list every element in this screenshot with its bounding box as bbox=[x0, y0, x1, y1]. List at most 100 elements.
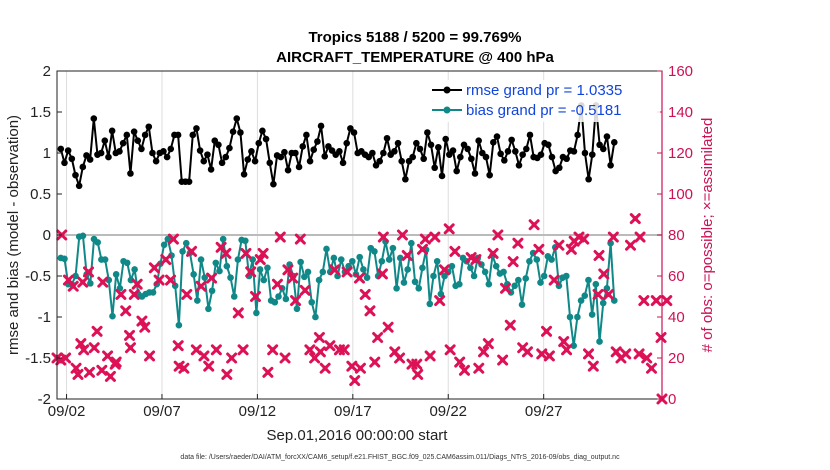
obs-assimilated-point bbox=[661, 295, 673, 307]
obs-possible-point bbox=[578, 233, 590, 245]
obs-assimilated-point bbox=[60, 352, 72, 364]
rmse-point bbox=[607, 162, 614, 169]
left-tick-label: -1.5 bbox=[25, 350, 51, 367]
bias-point bbox=[319, 268, 327, 276]
obs-assimilated-point bbox=[359, 288, 371, 300]
obs-assimilated-point bbox=[646, 362, 658, 374]
bias-point bbox=[260, 276, 268, 284]
rmse-point bbox=[457, 153, 464, 161]
bias-point bbox=[301, 273, 308, 281]
bias-point bbox=[522, 275, 530, 282]
obs-possible-point bbox=[232, 307, 244, 319]
bias-point bbox=[385, 256, 393, 263]
obs-assimilated-point bbox=[382, 321, 394, 333]
rmse-point bbox=[336, 148, 343, 155]
rmse-point bbox=[574, 131, 581, 139]
bias-point bbox=[548, 256, 555, 263]
rmse-point bbox=[523, 145, 530, 153]
rmse-point bbox=[68, 155, 76, 163]
bias-point bbox=[588, 311, 596, 318]
rmse-point bbox=[545, 141, 552, 149]
rmse-point bbox=[145, 123, 153, 131]
rmse-point bbox=[207, 166, 215, 173]
rmse-point bbox=[515, 162, 523, 169]
rmse-point bbox=[610, 139, 618, 146]
bias-point bbox=[378, 257, 386, 265]
legend-bias-label: bias grand pr = -0.5181 bbox=[466, 102, 622, 119]
obs-assimilated-point bbox=[220, 247, 232, 259]
rmse-point bbox=[350, 129, 358, 136]
obs-count-series bbox=[51, 213, 673, 405]
bias-point bbox=[526, 257, 533, 265]
obs-assimilated-point bbox=[338, 344, 350, 356]
x-tick-label: 09/27 bbox=[525, 403, 563, 420]
obs-assimilated-point bbox=[294, 233, 306, 245]
legend-rmse-marker bbox=[443, 86, 451, 94]
rmse-point bbox=[57, 145, 65, 153]
obs-assimilated-point bbox=[346, 360, 358, 372]
rmse-point bbox=[200, 157, 208, 165]
obs-assimilated-point bbox=[497, 354, 509, 366]
obs-assimilated-point bbox=[329, 264, 341, 276]
rmse-point bbox=[585, 175, 592, 183]
rmse-point bbox=[570, 148, 578, 155]
bias-point bbox=[175, 321, 183, 329]
bias-point bbox=[190, 271, 197, 278]
bias-point bbox=[194, 297, 201, 304]
bias-point bbox=[481, 268, 489, 276]
rmse-point bbox=[255, 139, 263, 147]
obs-assimilated-point bbox=[598, 268, 610, 280]
rmse-point bbox=[204, 151, 211, 158]
obs-assimilated-point bbox=[287, 272, 299, 284]
rmse-point bbox=[512, 148, 519, 155]
obs-assimilated-point bbox=[102, 350, 114, 362]
bias-point bbox=[408, 239, 415, 247]
bias-point bbox=[426, 300, 434, 308]
obs-possible-point bbox=[641, 352, 653, 364]
rmse-point bbox=[292, 149, 299, 157]
obs-assimilated-point bbox=[254, 254, 266, 266]
rmse-point bbox=[501, 157, 508, 164]
rmse-point bbox=[475, 137, 482, 144]
rmse-point bbox=[504, 148, 512, 155]
rmse-point bbox=[266, 159, 274, 167]
rmse-point bbox=[380, 149, 387, 157]
rmse-point bbox=[321, 152, 329, 160]
rmse-point bbox=[394, 139, 402, 147]
bias-point bbox=[456, 280, 463, 288]
rmse-point bbox=[196, 147, 204, 154]
rmse-series bbox=[57, 102, 618, 190]
obs-assimilated-point bbox=[237, 344, 249, 356]
rmse-point bbox=[420, 155, 427, 163]
obs-possible-point bbox=[553, 239, 565, 251]
obs-assimilated-point bbox=[394, 352, 406, 364]
obs-assimilated-point bbox=[165, 274, 177, 286]
bias-point bbox=[577, 297, 585, 304]
right-tick-label: 140 bbox=[668, 104, 693, 121]
rmse-point bbox=[310, 146, 318, 154]
bias-point bbox=[223, 262, 231, 270]
obs-assimilated-point bbox=[128, 288, 140, 300]
obs-possible-point bbox=[650, 295, 662, 307]
obs-possible-point bbox=[257, 247, 269, 259]
bias-point bbox=[448, 262, 456, 270]
bias-point bbox=[197, 256, 205, 263]
bias-point bbox=[149, 289, 157, 296]
obs-possible-point bbox=[290, 295, 302, 307]
obs-assimilated-point bbox=[401, 250, 413, 261]
bias-point bbox=[164, 235, 172, 243]
obs-assimilated-point bbox=[77, 276, 89, 288]
left-tick-label: -2 bbox=[38, 391, 51, 408]
bias-point bbox=[308, 298, 316, 306]
obs-assimilated-point bbox=[449, 245, 461, 257]
x-tick-label: 09/02 bbox=[48, 403, 86, 420]
left-tick-label: -1 bbox=[38, 309, 51, 326]
obs-assimilated-point bbox=[186, 245, 198, 257]
rmse-point bbox=[339, 159, 347, 167]
obs-assimilated-point bbox=[583, 348, 595, 360]
bias-point bbox=[330, 254, 338, 262]
rmse-point bbox=[281, 148, 288, 156]
bias-point bbox=[492, 262, 500, 270]
obs-possible-point bbox=[507, 256, 519, 268]
obs-possible-point bbox=[181, 288, 193, 300]
